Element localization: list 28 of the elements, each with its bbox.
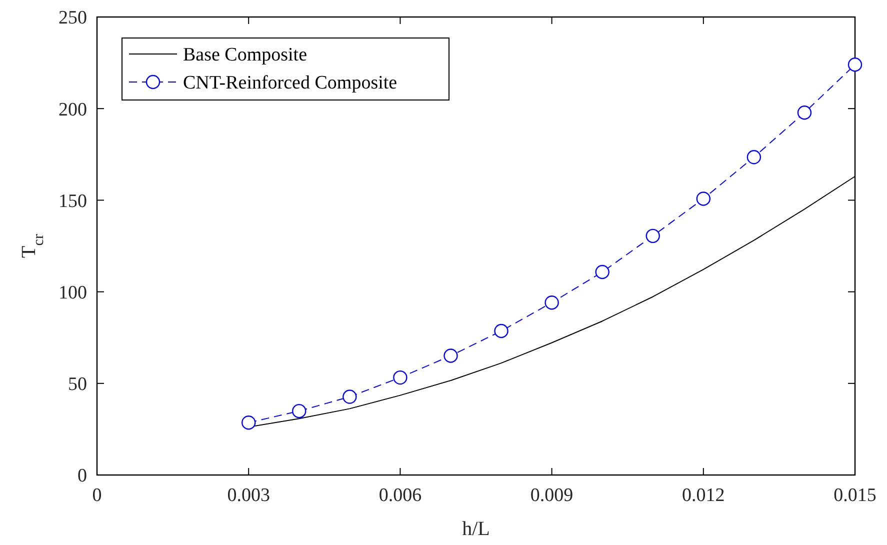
legend-label: CNT-Reinforced Composite [183, 72, 398, 94]
y-tick-label: 200 [58, 99, 87, 120]
y-tick-label: 100 [58, 282, 87, 304]
point [696, 192, 710, 206]
y-tick-label: 50 [68, 374, 87, 396]
x-axis-title: h/L [462, 518, 490, 540]
point [444, 348, 458, 363]
y-tick-label: 250 [58, 8, 87, 29]
y-tick-label: 150 [58, 190, 87, 212]
point [342, 390, 357, 404]
x-tick-label: 0 [92, 485, 102, 506]
x-tick-label: 0.015 [834, 485, 876, 506]
legend-label: Base Composite [183, 44, 308, 66]
point [746, 150, 762, 164]
point [494, 324, 508, 338]
x-tick-label: 0.012 [682, 485, 725, 506]
x-tick-label: 0.009 [530, 485, 574, 506]
point [848, 58, 862, 72]
point [242, 416, 256, 430]
x-tick-label: 0.003 [227, 485, 270, 506]
y-tick-label: 0 [78, 466, 87, 487]
point [797, 106, 812, 120]
point [292, 404, 306, 418]
point [646, 228, 660, 244]
x-tick-label: 0.006 [378, 485, 422, 506]
point [595, 264, 610, 280]
point [393, 370, 408, 385]
point [544, 296, 559, 310]
